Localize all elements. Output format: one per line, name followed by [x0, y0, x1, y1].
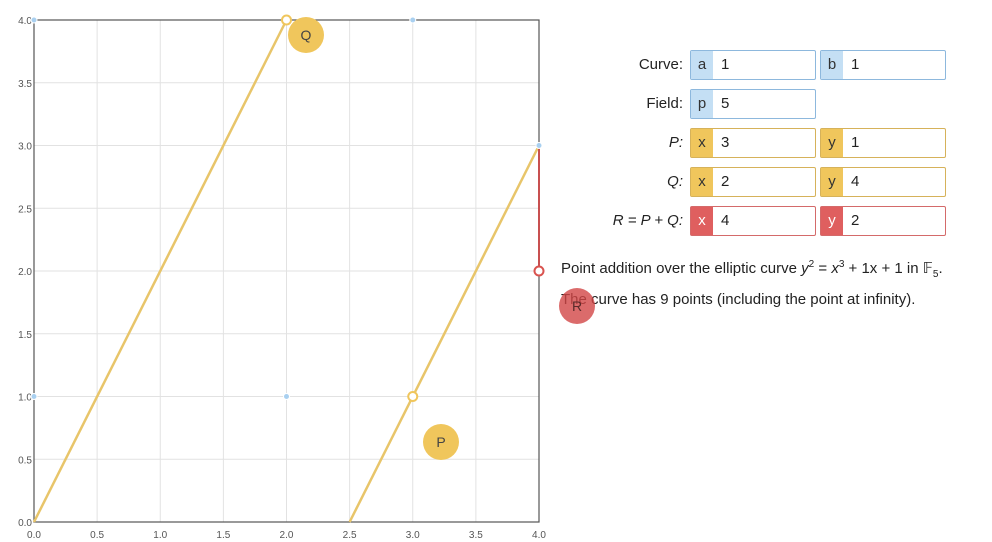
point-q-marker [281, 14, 292, 26]
a-input[interactable]: a 1 [690, 50, 816, 80]
r-handle-label: R [571, 298, 583, 314]
p-y-value: 1 [851, 134, 860, 151]
r-handle[interactable]: R [559, 288, 595, 324]
r-y-input[interactable]: y 2 [820, 206, 946, 236]
r-y-tag: y [821, 207, 843, 235]
x-tick-label: 1.5 [216, 530, 230, 541]
point-p-label: P: [668, 134, 683, 151]
p-y-tag: y [821, 129, 843, 157]
formula-exp3: 3 [838, 259, 845, 270]
x-tick-label: 3.0 [406, 530, 420, 541]
tick-labels: 0.0 0.5 1.0 1.5 2.0 2.5 3.0 3.5 4.0 0.0 0.5 1.0 1.5 2… [18, 16, 546, 541]
description-prefix: Point addition over the elliptic curve [561, 260, 802, 277]
formula-y: y [801, 260, 809, 277]
formula-x: x [831, 260, 839, 277]
x-tick-label: 4.0 [532, 530, 546, 541]
r-y-value: 2 [851, 212, 860, 229]
p-handle[interactable]: P [423, 424, 459, 460]
formula-exp2: 2 [808, 259, 815, 270]
addition-line [32, 19, 288, 523]
q-x-value: 2 [721, 173, 730, 190]
r-x-value: 4 [721, 212, 730, 229]
point-q-label: Q: [667, 173, 683, 190]
point-r-label: R = P + Q: [612, 212, 683, 229]
y-tick-label: 0.5 [18, 455, 32, 466]
y-tick-label: 3.0 [18, 142, 32, 153]
q-y-input[interactable]: y 4 [820, 167, 946, 197]
y-tick-label: 1.5 [18, 330, 32, 341]
field-label: Field: [646, 95, 683, 112]
b-input[interactable]: b 1 [820, 50, 946, 80]
curve-plot[interactable]: 0.0 0.5 1.0 1.5 2.0 2.5 3.0 3.5 4.0 0.0 0.5 1.0 1.5 2… [0, 0, 552, 542]
x-tick-label: 1.0 [153, 530, 167, 541]
point-p-row: P: x 3 y 1 [555, 128, 985, 158]
y-tick-label: 1.0 [18, 393, 32, 404]
x-tick-label: 3.5 [469, 530, 483, 541]
q-y-tag: y [821, 168, 843, 196]
b-tag: b [821, 51, 843, 79]
curve-point [535, 142, 543, 149]
p-x-value: 3 [721, 134, 730, 151]
y-tick-label: 0.0 [18, 518, 32, 529]
curve-point [283, 393, 290, 400]
curve-points [30, 14, 545, 402]
curve-row: Curve: a 1 b 1 [555, 50, 985, 80]
x-tick-label: 2.0 [280, 530, 294, 541]
y-tick-label: 2.5 [18, 204, 32, 215]
p-x-input[interactable]: x 3 [690, 128, 816, 158]
y-tick-label: 3.5 [18, 79, 32, 90]
p-y-input[interactable]: y 1 [820, 128, 946, 158]
p-x-tag: x [691, 129, 713, 157]
grid [33, 19, 540, 523]
addition-line [348, 144, 541, 523]
a-tag: a [691, 51, 713, 79]
formula-rest: + 1x + 1 in [844, 260, 923, 277]
field-row: Field: p 5 [555, 89, 985, 119]
p-tag: p [691, 90, 713, 118]
point-p-marker [407, 391, 419, 402]
curve-label: Curve: [638, 56, 683, 73]
y-tick-label: 2.0 [18, 267, 32, 278]
q-y-value: 4 [851, 173, 860, 190]
x-tick-label: 0.5 [90, 530, 104, 541]
description-end: . [938, 260, 943, 277]
curve-point [409, 16, 417, 24]
p-handle-label: P [436, 434, 446, 450]
r-x-input[interactable]: x 4 [690, 206, 816, 236]
curve-point [30, 393, 38, 400]
point-q-row: Q: x 2 y 4 [555, 167, 985, 197]
q-x-input[interactable]: x 2 [690, 167, 816, 197]
point-r-row: R = P + Q: x 4 y 2 [555, 206, 985, 236]
a-value: 1 [721, 56, 730, 73]
y-tick-label: 4.0 [18, 16, 32, 27]
x-tick-label: 2.5 [343, 530, 357, 541]
description-points: The curve has 9 points (including the po… [561, 291, 916, 308]
line-segments [32, 19, 541, 523]
point-r-marker [533, 265, 545, 277]
formula-eq: = [814, 260, 832, 277]
r-x-tag: x [691, 207, 713, 235]
p-value: 5 [721, 95, 730, 112]
curve-point [30, 16, 38, 24]
b-value: 1 [851, 56, 860, 73]
field-subscript: 5 [932, 269, 939, 280]
q-handle-label: Q [300, 27, 312, 43]
x-tick-label: 0.0 [27, 530, 41, 541]
description-curve: Point addition over the elliptic curve y… [561, 259, 943, 280]
q-handle[interactable]: Q [288, 17, 324, 53]
q-x-tag: x [691, 168, 713, 196]
p-input[interactable]: p 5 [690, 89, 816, 119]
field-symbol: 𝔽 [922, 260, 933, 277]
